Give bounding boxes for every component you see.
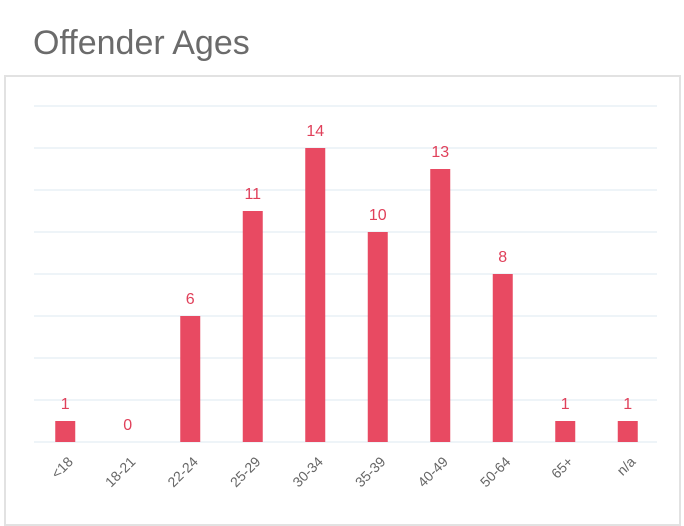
value-label: 13 — [431, 144, 449, 161]
bar — [242, 211, 263, 442]
x-tick-label: 18-21 — [102, 453, 139, 490]
chart-panel — [4, 75, 681, 526]
x-tick-label: 25-29 — [227, 453, 264, 490]
x-tick-label: 65+ — [548, 453, 576, 481]
x-tick-label: 30-34 — [289, 453, 326, 490]
bar — [305, 148, 326, 442]
bar — [180, 316, 201, 442]
value-label: 8 — [498, 249, 507, 266]
x-tick-label: <18 — [48, 453, 76, 481]
x-tick-label: 40-49 — [414, 453, 451, 490]
bar — [492, 274, 513, 442]
value-label: 14 — [306, 123, 324, 140]
value-label: 1 — [623, 396, 632, 413]
bar — [555, 421, 576, 442]
chart-title: Offender Ages — [33, 24, 250, 62]
value-label: 11 — [244, 186, 261, 203]
bar — [55, 421, 76, 442]
value-label: 1 — [561, 396, 570, 413]
value-label: 6 — [186, 291, 195, 308]
x-tick-label: 35-39 — [352, 453, 389, 490]
x-tick-label: n/a — [613, 453, 638, 478]
x-tick-label: 50-64 — [477, 453, 514, 490]
value-label: 1 — [61, 396, 70, 413]
value-label: 0 — [123, 417, 132, 434]
x-tick-label: 22-24 — [164, 453, 201, 490]
bar — [617, 421, 638, 442]
bar — [367, 232, 388, 442]
value-label: 10 — [369, 207, 387, 224]
bar — [430, 169, 451, 442]
